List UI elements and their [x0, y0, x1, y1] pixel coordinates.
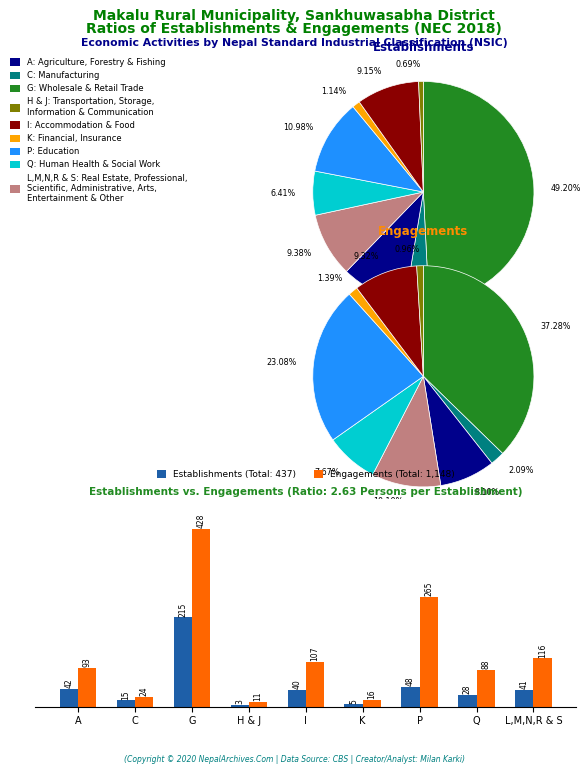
Wedge shape: [346, 192, 423, 301]
Text: 3.43%: 3.43%: [391, 314, 416, 323]
Bar: [78, 668, 96, 707]
Legend: A: Agriculture, Forestry & Fishing, C: Manufacturing, G: Wholesale & Retail Trad: A: Agriculture, Forestry & Fishing, C: M…: [10, 58, 187, 204]
Wedge shape: [315, 192, 423, 271]
Wedge shape: [373, 376, 441, 487]
Title: Establishments vs. Engagements (Ratio: 2.63 Persons per Establishment): Establishments vs. Engagements (Ratio: 2…: [89, 487, 523, 497]
Bar: [230, 705, 249, 707]
Bar: [288, 690, 306, 707]
Text: 5: 5: [349, 699, 358, 703]
Bar: [192, 529, 210, 707]
Text: Ratios of Establishments & Engagements (NEC 2018): Ratios of Establishments & Engagements (…: [86, 22, 502, 36]
Text: 7.67%: 7.67%: [315, 468, 340, 477]
Text: 48: 48: [406, 676, 415, 686]
Text: 40: 40: [292, 680, 301, 689]
Text: 28: 28: [463, 684, 472, 694]
Wedge shape: [313, 171, 423, 215]
Title: Engagements: Engagements: [378, 225, 469, 238]
Bar: [173, 617, 192, 707]
Bar: [476, 670, 495, 707]
Text: 93: 93: [83, 657, 92, 667]
Wedge shape: [349, 288, 423, 376]
Wedge shape: [423, 376, 503, 463]
Wedge shape: [357, 266, 423, 376]
Text: 0.96%: 0.96%: [394, 245, 419, 253]
Text: 11: 11: [253, 692, 262, 701]
Text: 8.10%: 8.10%: [475, 488, 500, 498]
Text: 24: 24: [139, 686, 149, 696]
Wedge shape: [419, 81, 423, 192]
Text: 265: 265: [424, 581, 433, 596]
Text: 15: 15: [121, 690, 131, 700]
Text: 107: 107: [310, 647, 319, 661]
Text: 0.69%: 0.69%: [395, 61, 420, 69]
Bar: [458, 695, 476, 707]
Text: 16: 16: [368, 690, 376, 699]
Text: Economic Activities by Nepal Standard Industrial Classification (NSIC): Economic Activities by Nepal Standard In…: [81, 38, 507, 48]
Text: 2.09%: 2.09%: [509, 466, 534, 475]
Title: Establishments: Establishments: [373, 41, 474, 54]
Text: 428: 428: [196, 514, 206, 528]
Wedge shape: [353, 102, 423, 192]
Bar: [363, 700, 381, 707]
Text: 3: 3: [235, 700, 244, 704]
Text: 215: 215: [178, 602, 188, 617]
Wedge shape: [423, 81, 534, 303]
Bar: [60, 689, 78, 707]
Wedge shape: [333, 376, 423, 475]
Text: 9.38%: 9.38%: [287, 249, 312, 258]
Text: 1.39%: 1.39%: [317, 273, 342, 283]
Text: 116: 116: [538, 644, 547, 657]
Text: 49.20%: 49.20%: [550, 184, 581, 194]
Legend: Establishments (Total: 437), Engagements (Total: 1,148): Establishments (Total: 437), Engagements…: [153, 466, 459, 482]
Bar: [533, 658, 552, 707]
Text: 10.10%: 10.10%: [373, 498, 403, 506]
Wedge shape: [417, 266, 423, 376]
Text: 23.08%: 23.08%: [266, 358, 297, 366]
Bar: [117, 700, 135, 707]
Text: 9.61%: 9.61%: [340, 301, 366, 310]
Text: 9.32%: 9.32%: [354, 253, 379, 261]
Text: 10.98%: 10.98%: [283, 123, 314, 131]
Wedge shape: [405, 192, 429, 303]
Bar: [402, 687, 420, 707]
Wedge shape: [315, 107, 423, 192]
Bar: [135, 697, 153, 707]
Text: 88: 88: [481, 660, 490, 669]
Text: 41: 41: [520, 679, 529, 689]
Bar: [306, 662, 324, 707]
Text: 1.14%: 1.14%: [320, 87, 346, 95]
Wedge shape: [423, 266, 534, 453]
Text: 42: 42: [65, 679, 74, 688]
Bar: [515, 690, 533, 707]
Text: (Copyright © 2020 NepalArchives.Com | Data Source: CBS | Creator/Analyst: Milan : (Copyright © 2020 NepalArchives.Com | Da…: [123, 755, 465, 764]
Wedge shape: [423, 376, 492, 485]
Bar: [345, 704, 363, 707]
Text: Makalu Rural Municipality, Sankhuwasabha District: Makalu Rural Municipality, Sankhuwasabha…: [93, 9, 495, 23]
Bar: [420, 597, 438, 707]
Wedge shape: [359, 81, 423, 192]
Text: 6.41%: 6.41%: [271, 189, 296, 198]
Bar: [249, 702, 267, 707]
Text: 9.15%: 9.15%: [356, 68, 382, 76]
Wedge shape: [313, 294, 423, 440]
Text: 37.28%: 37.28%: [540, 323, 571, 331]
